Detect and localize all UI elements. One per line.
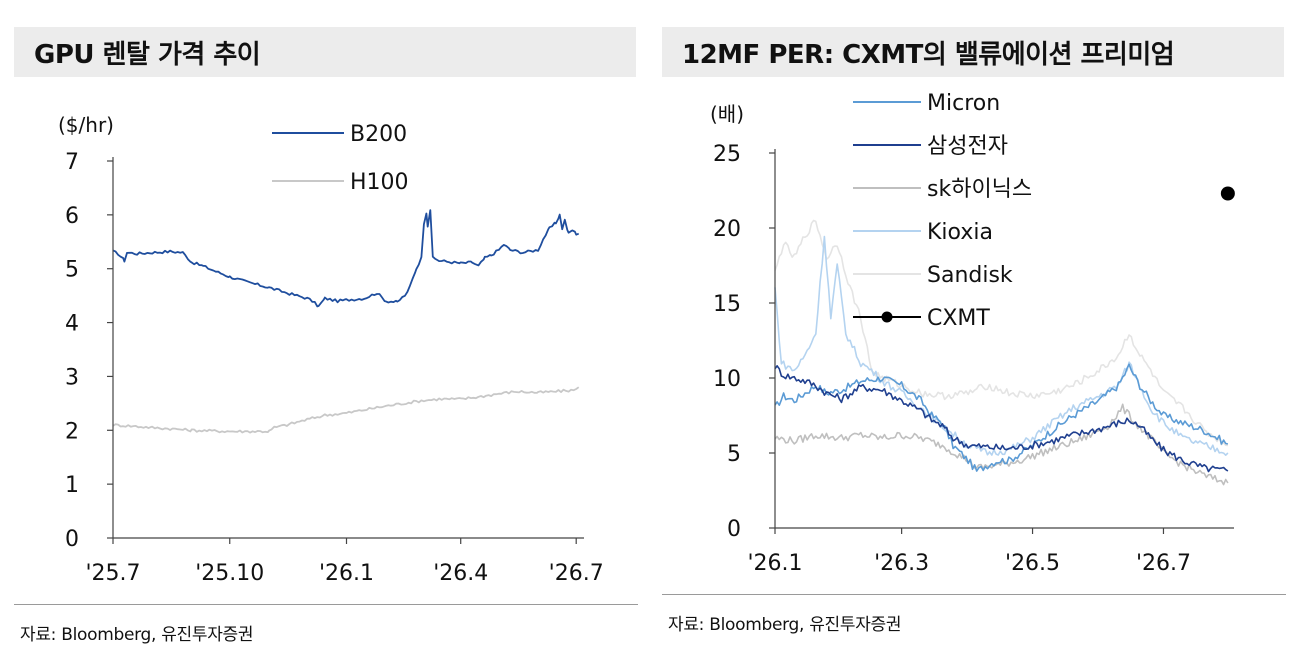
y-tick-label: 20 [713,217,741,242]
legend-entry: Micron [853,91,1000,116]
series-line-2 [112,386,580,434]
source-note: 자료: Bloomberg, 유진투자증권 [20,625,254,645]
legend-entry: H100 [272,170,409,195]
legend-label: Sandisk [927,263,1013,288]
x-tick-label: '26.4 [433,561,488,586]
legend-entry: sk하이닉스 [853,177,1032,202]
source-note: 자료: Bloomberg, 유진투자증권 [668,615,902,635]
chart-title: 12MF PER: CXMT의 밸류에이션 프리미엄 [682,39,1175,70]
x-tick-label: '26.7 [1136,551,1191,576]
y-axis-unit-label: (배) [710,102,744,126]
y-tick-label: 10 [713,367,741,392]
y-tick-label: 5 [727,442,741,467]
chart-title: GPU 렌탈 가격 추이 [34,39,261,70]
x-tick-label: '25.7 [85,561,140,586]
chart-title-bar: GPU 렌탈 가격 추이 [14,27,636,77]
legend-label: CXMT [927,306,990,331]
x-tick-label: '26.7 [549,561,604,586]
per-premium-line-chart: Micron 삼성전자 sk하이닉스 Kioxia Sandisk CXMT 0 5 10 15… [710,91,1235,576]
legend-entry: Sandisk [853,263,1013,288]
legend-entry: Kioxia [853,220,993,245]
x-tick-label: '26.1 [319,561,374,586]
legend-label: Kioxia [927,220,993,245]
source-divider [662,594,1286,595]
legend-marker [881,311,893,323]
legend-entry: B200 [272,122,407,147]
series-line-1 [112,209,580,308]
legend-entry: CXMT [853,306,990,331]
chart-panel-gpu-rental: GPU 렌탈 가격 추이 B200 H100 0 1 2 3 4 5 6 7 ($/hr) '25.… [14,27,638,645]
x-tick-label: '25.10 [195,561,264,586]
chart-title-bar: 12MF PER: CXMT의 밸류에이션 프리미엄 [662,27,1284,77]
legend-label: 삼성전자 [927,134,1008,159]
y-tick-label: 15 [713,292,741,317]
gpu-rental-line-chart: B200 H100 0 1 2 3 4 5 6 7 ($/hr) '25.7 '25.10 '26.1 '… [58,113,604,586]
y-tick-label: 0 [65,527,79,552]
y-tick-label: 3 [65,365,79,390]
y-tick-label: 7 [65,150,79,175]
chart-panel-per-premium: 12MF PER: CXMT의 밸류에이션 프리미엄 Micron 삼성전자 sk하… [648,0,1296,666]
x-tick-label: '26.1 [747,551,802,576]
y-tick-label: 4 [65,312,79,337]
y-axis-unit-label: ($/hr) [58,113,114,137]
cxmt-data-point [1220,186,1235,201]
legend-label: sk하이닉스 [927,177,1032,202]
y-tick-label: 2 [65,419,79,444]
series-line-1 [774,363,1229,472]
legend-entry: 삼성전자 [853,134,1008,159]
y-tick-label: 0 [727,517,741,542]
source-divider [14,604,638,605]
series-line-5 [774,219,1229,447]
legend-label: B200 [350,122,407,147]
x-tick-label: '26.3 [874,551,929,576]
series-line-2 [774,365,1229,473]
series-line-3 [774,403,1229,486]
y-tick-label: 6 [65,204,79,229]
y-tick-label: 5 [65,258,79,283]
y-tick-label: 25 [713,142,741,167]
series-line-4 [774,235,1229,456]
x-tick-label: '26.5 [1005,551,1060,576]
y-tick-label: 1 [65,473,79,498]
legend-label: Micron [927,91,1000,116]
legend-label: H100 [350,170,409,195]
